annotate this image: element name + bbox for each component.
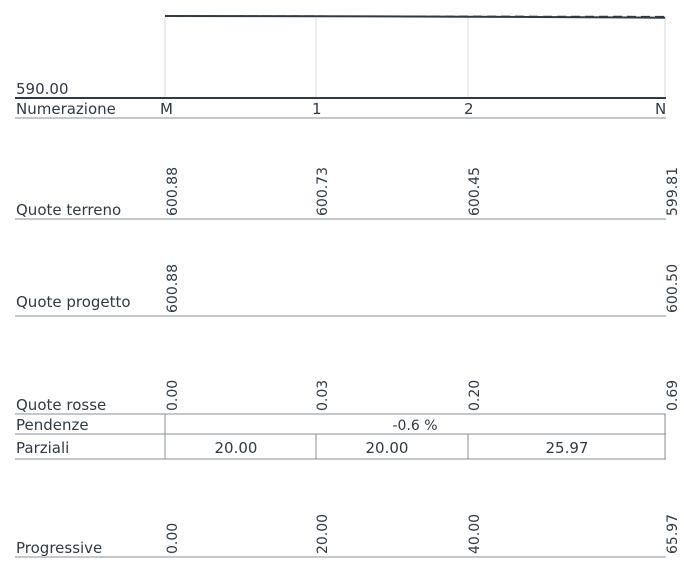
row-quote-terreno: Quote terreno 600.88 600.73 600.45 599.8…	[15, 167, 681, 220]
row-label-numerazione: Numerazione	[16, 100, 116, 118]
row-progressive: Progressive 0.00 20.00 40.00 65.97	[15, 514, 681, 558]
station-label-n: N	[655, 100, 666, 118]
quota-progetto-m: 600.88	[165, 264, 181, 313]
progressive-n: 65.97	[665, 514, 681, 554]
row-pendenze: Pendenze -0.6 %	[15, 414, 666, 435]
quota-terreno-m: 600.88	[165, 167, 181, 216]
row-label-quote-terreno: Quote terreno	[16, 201, 121, 219]
quota-rossa-2: 0.20	[467, 380, 483, 411]
row-label-pendenze: Pendenze	[16, 416, 89, 434]
row-label-progressive: Progressive	[16, 539, 102, 557]
quota-rossa-m: 0.00	[165, 380, 181, 411]
row-quote-rosse: Quote rosse 0.00 0.03 0.20 0.69	[15, 380, 681, 415]
row-label-quote-rosse: Quote rosse	[16, 396, 106, 414]
partial-distance-3: 25.97	[546, 439, 589, 457]
partial-distance-2: 20.00	[366, 439, 409, 457]
progressive-m: 0.00	[165, 523, 181, 554]
row-numerazione: Numerazione M 1 2 N	[15, 97, 666, 119]
quota-rossa-1: 0.03	[315, 380, 331, 411]
station-label-1: 1	[312, 100, 322, 118]
row-parziali: Parziali 20.00 20.00 25.97	[15, 434, 666, 460]
quota-progetto-n: 600.50	[665, 264, 681, 313]
station-label-2: 2	[464, 100, 474, 118]
progressive-1: 20.00	[315, 514, 331, 554]
slope-value: -0.6 %	[392, 418, 437, 434]
row-label-quote-progetto: Quote progetto	[16, 293, 131, 311]
quota-terreno-n: 599.81	[665, 167, 681, 216]
progressive-2: 40.00	[467, 514, 483, 554]
datum-label: 590.00	[16, 80, 69, 98]
quota-terreno-1: 600.73	[315, 167, 331, 216]
profile-area: 590.00	[16, 15, 666, 98]
partial-distance-1: 20.00	[215, 439, 258, 457]
row-quote-progetto: Quote progetto 600.88 600.50	[15, 264, 681, 317]
station-label-m: M	[160, 100, 173, 118]
quota-rossa-n: 0.69	[665, 380, 681, 411]
row-label-parziali: Parziali	[16, 439, 69, 457]
quota-terreno-2: 600.45	[467, 167, 483, 216]
